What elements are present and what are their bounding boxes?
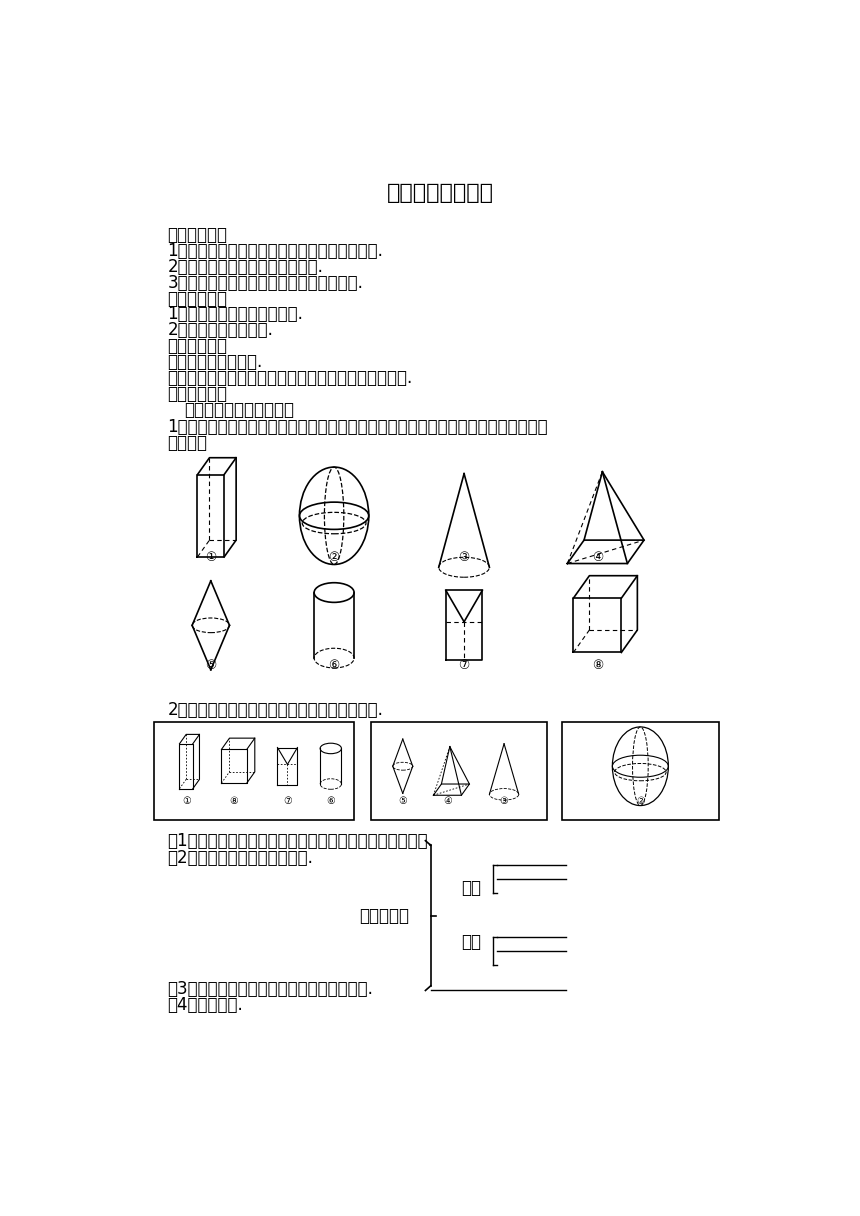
Text: 柱体: 柱体 bbox=[461, 879, 481, 897]
Text: ⑧: ⑧ bbox=[230, 796, 238, 806]
Text: 用橡皮泥自制的几何体模型、白纸、墨水、棉签、小刀.: 用橡皮泥自制的几何体模型、白纸、墨水、棉签、小刀. bbox=[168, 370, 413, 387]
Text: 2．通过对比将常见的几何体分类.: 2．通过对比将常见的几何体分类. bbox=[168, 258, 323, 276]
Text: ①: ① bbox=[181, 796, 191, 806]
Text: 生活中的立体图形: 生活中的立体图形 bbox=[387, 182, 494, 203]
Text: 常见几何体: 常见几何体 bbox=[359, 907, 409, 924]
Text: ④: ④ bbox=[592, 551, 603, 564]
Text: 进行分类: 进行分类 bbox=[168, 434, 207, 451]
Text: ⑧: ⑧ bbox=[592, 659, 603, 672]
Text: ⑥: ⑥ bbox=[327, 796, 335, 806]
Text: 二、教学重点: 二、教学重点 bbox=[168, 289, 228, 308]
Text: 锥体: 锥体 bbox=[461, 933, 481, 951]
Text: ⑥: ⑥ bbox=[329, 659, 340, 672]
Text: ⑤: ⑤ bbox=[206, 659, 217, 672]
Text: （4）手工制作.: （4）手工制作. bbox=[168, 996, 243, 1014]
Text: ③: ③ bbox=[500, 796, 508, 806]
Text: ②: ② bbox=[636, 796, 645, 806]
Text: （1）分组讨论所出示的几何体分类，说明这种分类的标准.: （1）分组讨论所出示的几何体分类，说明这种分类的标准. bbox=[168, 832, 433, 850]
Text: ⑦: ⑦ bbox=[458, 659, 470, 672]
Text: 实物投影仪、三角尺.: 实物投影仪、三角尺. bbox=[168, 353, 263, 371]
Text: 一、教学目标: 一、教学目标 bbox=[168, 226, 228, 244]
Text: （一）几何体的分类探究: （一）几何体的分类探究 bbox=[184, 401, 294, 420]
Text: 1．常见几何体的区别、分类.: 1．常见几何体的区别、分类. bbox=[168, 305, 304, 323]
Text: ⑤: ⑤ bbox=[398, 796, 407, 806]
Text: ④: ④ bbox=[443, 796, 452, 806]
Text: 2．几何体的切面形状.: 2．几何体的切面形状. bbox=[168, 321, 273, 339]
Text: 三、教学准备: 三、教学准备 bbox=[168, 337, 228, 355]
Text: ①: ① bbox=[206, 551, 217, 564]
Text: （3）举出一些与出示几何体外形相似的实物.: （3）举出一些与出示几何体外形相似的实物. bbox=[168, 980, 373, 997]
Text: （2）归纳讨论意见，完成下表.: （2）归纳讨论意见，完成下表. bbox=[168, 849, 313, 867]
Text: ③: ③ bbox=[458, 551, 470, 564]
Text: ⑦: ⑦ bbox=[283, 796, 292, 806]
Text: 1．出示用橡皮泥制作的立体模型．观察出示的各种立体模型，并将它们按一定的标准: 1．出示用橡皮泥制作的立体模型．观察出示的各种立体模型，并将它们按一定的标准 bbox=[168, 418, 548, 435]
Text: ②: ② bbox=[329, 551, 340, 564]
Text: 1．帮助学生建立三维空间立体图形的直观形象.: 1．帮助学生建立三维空间立体图形的直观形象. bbox=[168, 242, 384, 260]
Text: 四、教学过程: 四、教学过程 bbox=[168, 385, 228, 402]
Text: 2．用实物投影仪出示对以上几何体的一种分类.: 2．用实物投影仪出示对以上几何体的一种分类. bbox=[168, 700, 384, 719]
Text: 3．通过动手操作，了解几何体的切面形状.: 3．通过动手操作，了解几何体的切面形状. bbox=[168, 274, 364, 292]
